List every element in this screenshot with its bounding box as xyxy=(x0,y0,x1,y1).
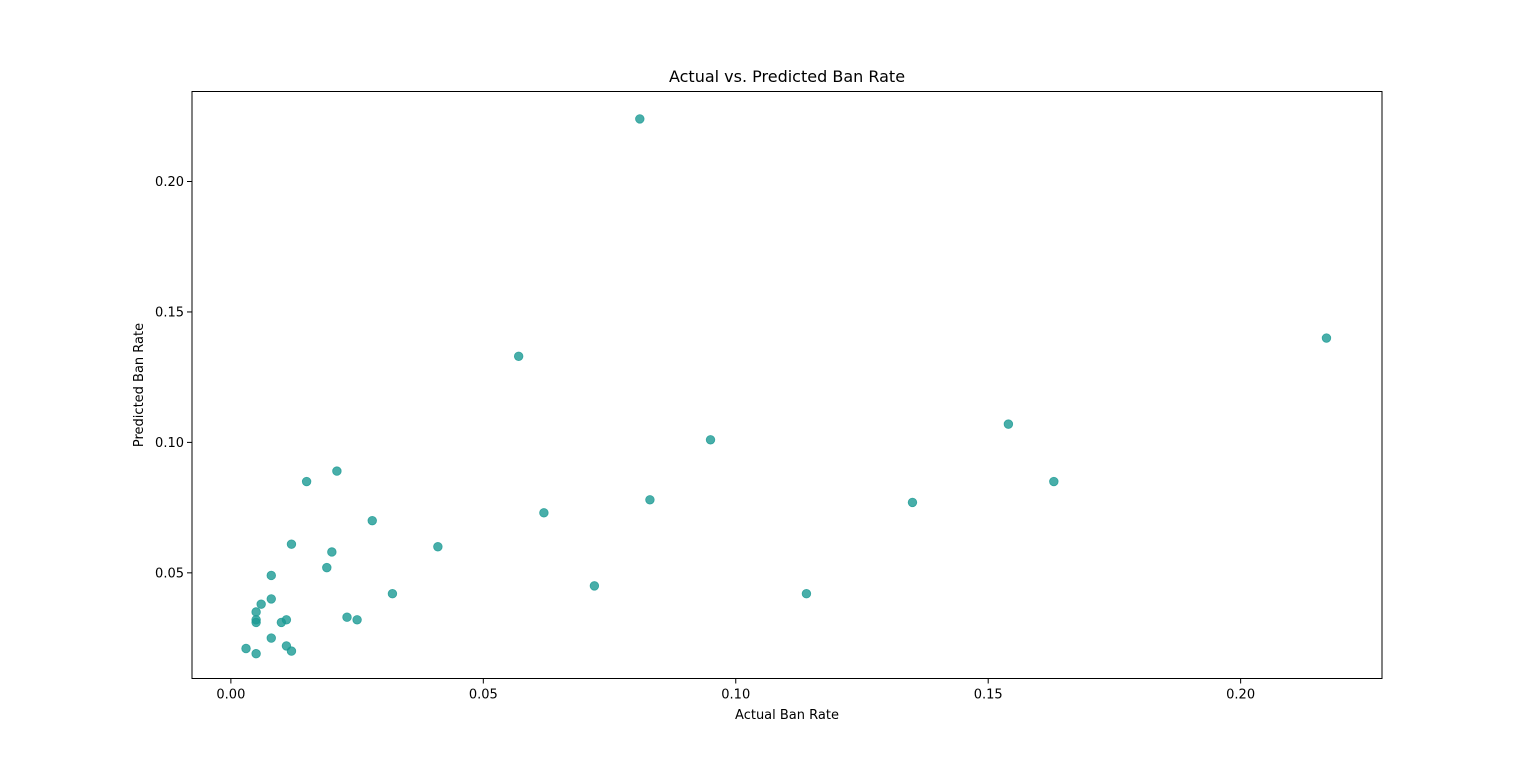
data-point xyxy=(251,617,261,628)
data-point xyxy=(332,466,342,476)
y-tick-label: 0.05 xyxy=(155,566,184,581)
y-tick-label: 0.20 xyxy=(155,175,184,190)
data-point xyxy=(266,570,276,581)
data-point xyxy=(352,615,362,625)
data-point xyxy=(327,547,337,557)
data-point xyxy=(539,508,549,518)
y-tick-label: 0.10 xyxy=(155,436,184,451)
y-axis-label: Predicted Ban Rate xyxy=(132,323,147,447)
data-point xyxy=(322,562,332,573)
chart-title: Actual vs. Predicted Ban Rate xyxy=(669,67,905,86)
data-point xyxy=(645,495,655,505)
x-tick-label: 0.05 xyxy=(469,688,498,703)
plot-area-frame xyxy=(191,91,1383,679)
data-point xyxy=(1049,476,1059,487)
data-point xyxy=(251,607,261,617)
data-point xyxy=(433,542,443,552)
data-point xyxy=(251,649,261,659)
data-point xyxy=(705,435,716,445)
data-point xyxy=(589,581,600,591)
data-point xyxy=(1003,419,1014,429)
x-tick-label: 0.20 xyxy=(1226,688,1255,703)
data-point xyxy=(276,617,287,628)
data-point xyxy=(367,515,377,526)
x-tick-label: 0.00 xyxy=(216,688,245,703)
data-point xyxy=(286,646,297,656)
data-point xyxy=(266,594,276,604)
x-axis-label: Actual Ban Rate xyxy=(735,708,839,723)
y-axis-ticks: 0.05 0.10 0.15 0.20 xyxy=(155,175,192,581)
x-axis-ticks: 0.00 0.05 0.10 0.15 0.20 xyxy=(216,678,1255,703)
data-point xyxy=(301,476,312,487)
data-point xyxy=(635,114,645,124)
data-point xyxy=(266,633,276,643)
y-tick-label: 0.15 xyxy=(155,305,184,320)
data-points xyxy=(241,114,1332,659)
data-point xyxy=(801,589,812,599)
x-tick-label: 0.15 xyxy=(974,688,1003,703)
data-point xyxy=(387,589,398,599)
data-point xyxy=(513,351,524,362)
data-point xyxy=(256,599,266,609)
data-point xyxy=(907,497,918,508)
data-point xyxy=(1321,333,1332,343)
data-point xyxy=(241,643,251,654)
data-point xyxy=(286,539,297,549)
x-tick-label: 0.10 xyxy=(721,688,750,703)
data-point xyxy=(342,612,352,622)
